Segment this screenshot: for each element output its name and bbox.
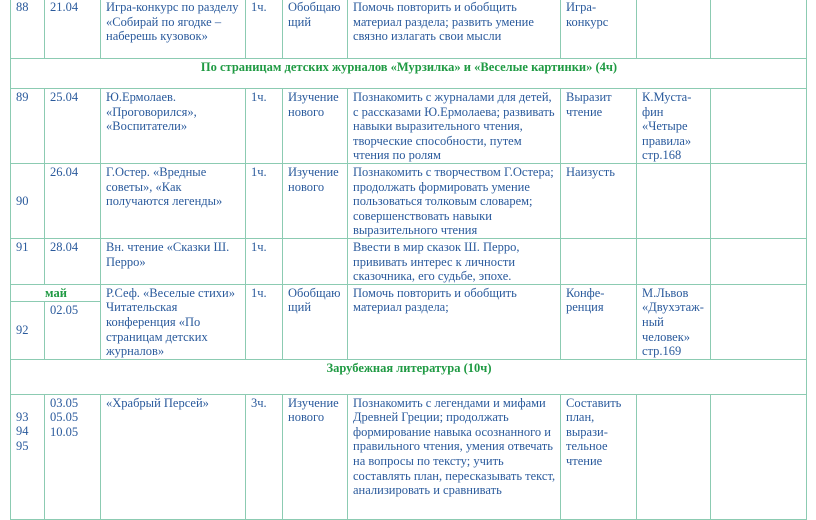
lesson-date: 03.05 05.05 10.05 [44,393,101,520]
lesson-topic: Вн. чтение «Сказки Ш. Перро» [100,237,246,285]
lesson-hours: 1ч. [245,237,283,285]
lesson-note [710,237,807,285]
lesson-hours: 1ч. [245,283,283,360]
lesson-extra: К.Муста-фин «Четыре правила» стр.168 [636,88,711,164]
lesson-note [710,0,807,59]
lesson-goals: Помочь повторить и обобщить материал раз… [347,283,561,360]
lesson-type: Изучение нового [282,393,348,520]
table-row: 93 94 95 03.05 05.05 10.05 «Храбрый Перс… [10,393,807,520]
table-row: 89 25.04 Ю.Ермолаев. «Проговорился», «Во… [10,88,807,164]
lesson-form: Наизусть [560,162,637,239]
lesson-note [710,162,807,239]
section-row: Зарубежная литература (10ч) [10,358,807,395]
lesson-extra: М.Львов «Двухэтаж-ный человек» стр.169 [636,283,711,360]
lesson-goals: Познакомить с легендами и мифами Древней… [347,393,561,520]
lesson-note [710,393,807,520]
lesson-note [710,88,807,164]
lesson-number: 88 [10,0,45,59]
table-row: 90 26.04 Г.Остер. «Вредные советы», «Как… [10,162,807,239]
lesson-number: 90 [10,162,45,239]
lesson-topic: Ю.Ермолаев. «Проговорился», «Воспитатели… [100,88,246,164]
lesson-topic: Г.Остер. «Вредные советы», «Как получают… [100,162,246,239]
lesson-type: Обобщаю щий [282,0,348,59]
lesson-extra [636,162,711,239]
lesson-number: 92 [10,300,45,360]
table-row: май Р.Сеф. «Веселые стихи» Читательская … [10,283,807,360]
table-row: 88 21.04 Игра-конкурс по разделу «Собира… [10,0,807,59]
lesson-date: 21.04 [44,0,101,59]
lesson-extra [636,237,711,285]
lesson-goals: Помочь повторить и обобщить материал раз… [347,0,561,59]
table-row: 92 02.05 [10,300,807,360]
lesson-form [560,237,637,285]
lesson-hours: 1ч. [245,88,283,164]
lesson-goals: Познакомить с журналами для детей, с рас… [347,88,561,164]
lesson-date: 28.04 [44,237,101,285]
lesson-topic: «Храбрый Персей» [100,393,246,520]
section-title: Зарубежная литература (10ч) [10,358,807,395]
lesson-form: Игра-конкурс [560,0,637,59]
lesson-form: Составить план, вырази-тельное чтение [560,393,637,520]
lesson-note [710,283,807,360]
lesson-goals: Ввести в мир сказок Ш. Перро, прививать … [347,237,561,285]
lesson-number: 93 94 95 [10,393,45,520]
lesson-date: 02.05 [44,300,101,360]
table-row: 91 28.04 Вн. чтение «Сказки Ш. Перро» 1ч… [10,237,807,285]
lesson-date: 25.04 [44,88,101,164]
lesson-number: 91 [10,237,45,285]
lesson-goals: Познакомить с творчеством Г.Остера; прод… [347,162,561,239]
lesson-type [282,237,348,285]
lesson-number: 89 [10,88,45,164]
lesson-type: Обобщаю щий [282,283,348,360]
lesson-type: Изучение нового [282,162,348,239]
lesson-hours: 1ч. [245,162,283,239]
lesson-date: 26.04 [44,162,101,239]
section-title: По страницам детских журналов «Мурзилка»… [10,58,807,89]
lesson-extra [636,0,711,59]
month-label: май [10,283,101,302]
lesson-plan-table: 88 21.04 Игра-конкурс по разделу «Собира… [10,0,807,520]
lesson-topic: Игра-конкурс по разделу «Собирай по ягод… [100,0,246,59]
lesson-extra [636,393,711,520]
lesson-hours: 3ч. [245,393,283,520]
lesson-hours: 1ч. [245,0,283,59]
section-row: По страницам детских журналов «Мурзилка»… [10,58,807,89]
lesson-topic: Р.Сеф. «Веселые стихи» Читательская конф… [100,283,246,360]
lesson-type: Изучение нового [282,88,348,164]
lesson-form: Выразит чтение [560,88,637,164]
lesson-form: Конфе-ренция [560,283,637,360]
